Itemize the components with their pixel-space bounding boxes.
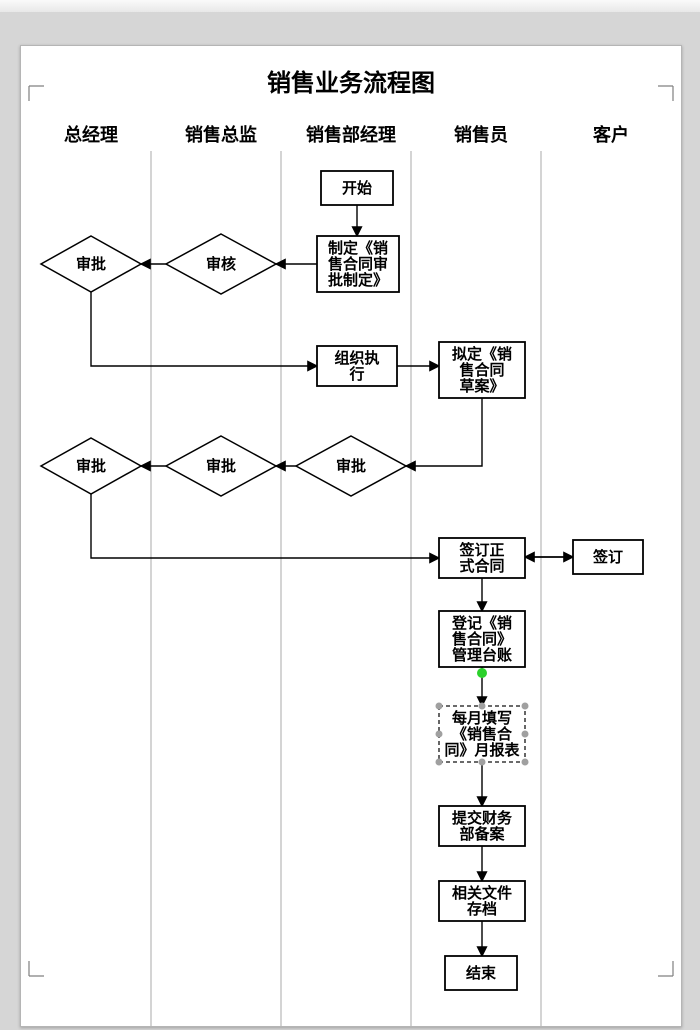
diamond-d_shenpi1: 审批 (41, 236, 141, 292)
svg-text:签订正: 签订正 (458, 541, 504, 559)
arrow (91, 494, 439, 558)
lane-label-4: 客户 (593, 124, 629, 145)
diamond-d_shenpi2c: 审批 (41, 438, 141, 494)
svg-text:登记《销: 登记《销 (451, 614, 512, 632)
box-draft_agmt: 拟定《销售合同草案》 (439, 342, 525, 398)
svg-text:制定《销: 制定《销 (328, 239, 388, 257)
selection-handle[interactable] (436, 759, 443, 766)
diamond-d_shenpi2b: 审批 (166, 436, 276, 496)
svg-text:结束: 结束 (466, 964, 497, 982)
connector-dot[interactable] (477, 668, 487, 678)
box-draft_rules: 制定《销售合同审批制定》 (317, 236, 399, 292)
svg-text:组织执: 组织执 (334, 349, 379, 367)
ruler-top (0, 0, 700, 13)
svg-text:存档: 存档 (467, 900, 497, 918)
chart-title: 销售业务流程图 (267, 69, 435, 97)
svg-text:售合同》: 售合同》 (452, 630, 512, 648)
diamond-d_shenpi2a: 审批 (296, 436, 406, 496)
svg-text:草案》: 草案》 (459, 377, 504, 395)
arrow (406, 398, 482, 466)
lane-label-1: 销售总监 (185, 124, 257, 145)
selection-handle[interactable] (436, 703, 443, 710)
selection-handle[interactable] (479, 703, 486, 710)
svg-text:同》月报表: 同》月报表 (444, 741, 520, 759)
box-register: 登记《销售合同》管理台账 (439, 611, 525, 667)
svg-text:拟定《销: 拟定《销 (452, 345, 512, 363)
svg-text:每月填写: 每月填写 (452, 709, 512, 727)
box-organize: 组织执行 (317, 346, 397, 386)
svg-text:相关文件: 相关文件 (452, 884, 512, 902)
selection-handle[interactable] (522, 731, 529, 738)
arrow (91, 292, 317, 366)
svg-text:审批: 审批 (76, 255, 106, 273)
selection-handle[interactable] (436, 731, 443, 738)
page-container: ⚓ 销售业务流程图总经理销售总监销售部经理销售员客户开始制定《销售合同审批制定》… (0, 0, 700, 1030)
box-end: 结束 (445, 956, 517, 990)
svg-text:签订: 签订 (592, 548, 623, 566)
selection-handle[interactable] (522, 703, 529, 710)
lane-label-3: 销售员 (454, 124, 508, 145)
svg-text:审批: 审批 (336, 457, 366, 475)
svg-text:《销售合: 《销售合 (452, 725, 513, 743)
svg-text:管理台账: 管理台账 (452, 646, 512, 664)
flowchart-canvas: 销售业务流程图总经理 销售总监 销售部经理 销售员 客户开始制定《销售合同审批制定》组织… (21, 46, 681, 1026)
svg-text:式合同: 式合同 (459, 557, 504, 575)
box-archive: 相关文件存档 (439, 881, 525, 921)
svg-text:开始: 开始 (342, 179, 372, 197)
svg-text:审批: 审批 (206, 457, 236, 475)
diamond-d_shenhe1: 审核 (166, 234, 276, 294)
box-submit_fin: 提交财务部备案 (439, 806, 525, 846)
svg-text:售合同: 售合同 (459, 361, 504, 379)
lane-label-2: 销售部经理 (306, 124, 396, 145)
svg-text:审批: 审批 (76, 457, 106, 475)
box-sign_formal: 签订正式合同 (439, 538, 525, 578)
svg-text:批制定》: 批制定》 (328, 271, 388, 289)
box-start: 开始 (321, 171, 393, 205)
selection-handle[interactable] (479, 759, 486, 766)
document-paper: 销售业务流程图总经理 销售总监 销售部经理 销售员 客户开始制定《销售合同审批制定》组织… (20, 45, 682, 1027)
selection-handle[interactable] (522, 759, 529, 766)
svg-text:提交财务: 提交财务 (452, 809, 513, 827)
svg-text:部备案: 部备案 (459, 825, 505, 843)
svg-text:行: 行 (348, 365, 364, 383)
lane-label-0: 总经理 (64, 124, 118, 145)
box-sign: 签订 (573, 540, 643, 574)
svg-text:售合同审: 售合同审 (328, 255, 388, 273)
svg-text:审核: 审核 (206, 255, 236, 273)
